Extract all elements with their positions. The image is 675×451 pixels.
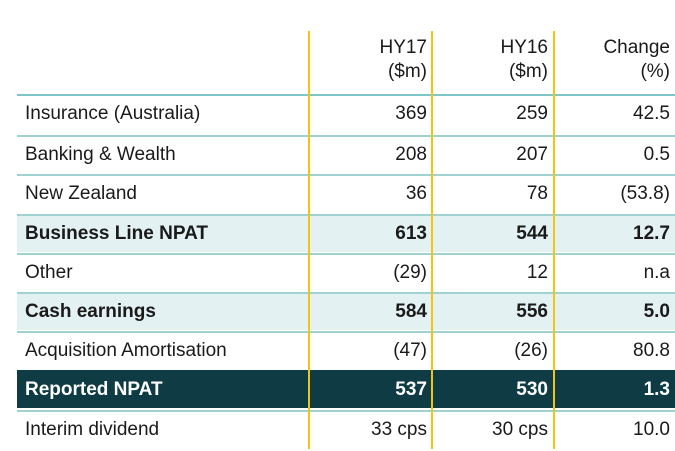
header-change: Change (%) xyxy=(560,36,670,84)
header-change-line1: Change xyxy=(603,37,670,58)
header-hy17-line2: ($m) xyxy=(387,61,427,82)
cell-change: 1.3 xyxy=(643,379,670,401)
row-label: Banking & Wealth xyxy=(25,144,176,166)
cell-change: 10.0 xyxy=(633,418,670,440)
cell-hy16: 544 xyxy=(516,222,548,244)
cell-hy16: 30 cps xyxy=(492,418,548,440)
table-row: Interim dividend 33 cps 30 cps 10.0 xyxy=(17,409,675,448)
table-row: Other (29) 12 n.a xyxy=(17,252,675,291)
cell-change: 12.7 xyxy=(633,222,670,244)
row-label: Insurance (Australia) xyxy=(25,103,201,124)
cell-hy17: (29) xyxy=(393,261,427,283)
table-row: Cash earnings 584 556 5.0 xyxy=(17,292,675,330)
header-hy17-line1: HY17 xyxy=(379,37,427,58)
cell-hy17: 33 cps xyxy=(371,418,427,440)
cell-hy16: 556 xyxy=(516,301,548,322)
cell-hy16: (26) xyxy=(514,340,548,362)
table-row: Business Line NPAT 613 544 12.7 xyxy=(17,213,675,252)
row-label: Reported NPAT xyxy=(25,379,163,401)
cell-hy17: 369 xyxy=(395,103,427,124)
row-label: Business Line NPAT xyxy=(25,222,208,244)
row-label: Interim dividend xyxy=(25,418,160,440)
row-label: New Zealand xyxy=(25,183,137,205)
cell-hy16: 12 xyxy=(526,261,548,283)
row-label: Acquisition Amortisation xyxy=(25,340,227,362)
header-hy16-line1: HY16 xyxy=(500,37,548,58)
column-divider xyxy=(431,31,433,449)
column-divider xyxy=(553,31,555,449)
header-hy16: HY16 ($m) xyxy=(438,36,548,84)
table-row: Banking & Wealth 208 207 0.5 xyxy=(17,135,675,173)
cell-hy17: (47) xyxy=(393,340,427,362)
header-hy16-line2: ($m) xyxy=(508,61,548,82)
cell-change: (53.8) xyxy=(620,183,670,205)
header-hy17: HY17 ($m) xyxy=(317,36,427,84)
column-divider xyxy=(308,31,310,449)
cell-hy16: 530 xyxy=(516,379,548,401)
cell-hy16: 78 xyxy=(526,183,548,205)
table-row: Reported NPAT 537 530 1.3 xyxy=(17,370,675,409)
cell-hy17: 36 xyxy=(405,183,427,205)
table-row: New Zealand 36 78 (53.8) xyxy=(17,174,675,212)
header-change-line2: (%) xyxy=(640,61,670,82)
row-label: Other xyxy=(25,261,73,283)
cell-hy17: 537 xyxy=(395,379,427,401)
table-row: Insurance (Australia) 369 259 42.5 xyxy=(17,96,675,134)
cell-hy17: 584 xyxy=(395,301,427,322)
table-row: Acquisition Amortisation (47) (26) 80.8 xyxy=(17,331,675,369)
cell-change: 0.5 xyxy=(643,144,670,166)
cell-hy17: 613 xyxy=(395,222,427,244)
cell-hy16: 207 xyxy=(516,144,548,166)
cell-change: n.a xyxy=(643,261,670,283)
cell-change: 42.5 xyxy=(633,103,670,124)
results-table: HY17 ($m) HY16 ($m) Change (%) Insurance… xyxy=(17,31,675,451)
header-rule xyxy=(17,94,675,96)
cell-hy17: 208 xyxy=(395,144,427,166)
cell-change: 80.8 xyxy=(633,340,670,362)
row-label: Cash earnings xyxy=(25,301,156,322)
cell-hy16: 259 xyxy=(516,103,548,124)
cell-change: 5.0 xyxy=(643,301,670,322)
